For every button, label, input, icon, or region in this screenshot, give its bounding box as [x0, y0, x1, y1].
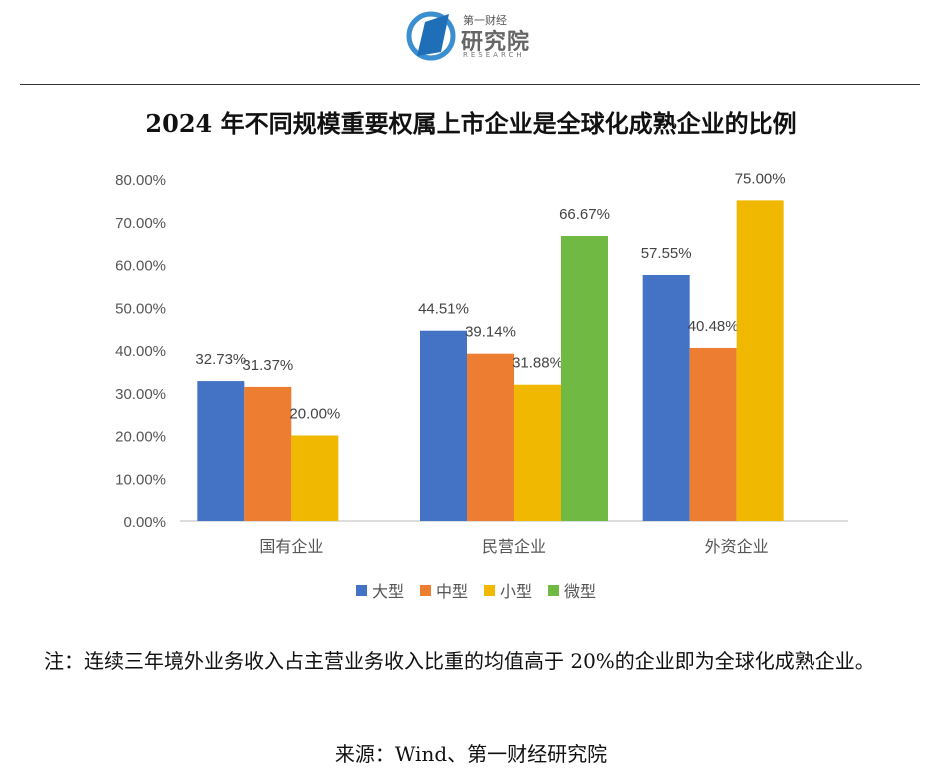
data-label: 31.88% — [512, 355, 563, 372]
x-tick-label: 国有企业 — [259, 537, 323, 556]
footnote: 注：连续三年境外业务收入占主营业务收入比重的均值高于 20%的企业即为全球化成熟… — [44, 649, 875, 673]
legend-swatch — [420, 585, 431, 596]
x-tick-label: 民营企业 — [482, 537, 546, 556]
header-divider — [20, 84, 920, 85]
bar-小型 — [514, 384, 561, 521]
bar-大型 — [197, 381, 245, 521]
legend-swatch — [548, 585, 559, 596]
y-tick-label: 0.00% — [123, 514, 166, 531]
logo-top-text: 第一财经 — [463, 14, 507, 27]
logo-mark-icon — [406, 11, 456, 61]
data-label: 39.14% — [465, 324, 516, 341]
y-tick-label: 70.00% — [115, 215, 166, 232]
y-tick-label: 40.00% — [115, 343, 166, 360]
bar-大型 — [642, 274, 690, 521]
bar-小型 — [736, 200, 784, 521]
y-tick-label: 10.00% — [115, 471, 166, 488]
data-label: 40.48% — [688, 318, 739, 335]
y-tick-label: 30.00% — [115, 386, 166, 403]
data-label: 31.37% — [242, 357, 293, 374]
legend-label: 大型 — [372, 582, 404, 601]
legend-swatch — [356, 585, 367, 596]
bar-大型 — [420, 330, 467, 521]
data-label: 57.55% — [641, 245, 692, 262]
y-tick-label: 50.00% — [115, 300, 166, 317]
data-label: 75.00% — [735, 170, 786, 187]
logo-sub-text: RESEARCH — [463, 51, 525, 59]
bar-小型 — [291, 435, 339, 521]
bar-中型 — [244, 386, 292, 521]
data-label: 32.73% — [195, 351, 246, 368]
source-text: 来源：Wind、第一财经研究院 — [334, 742, 608, 766]
legend-label: 小型 — [500, 582, 532, 601]
bar-微型 — [561, 235, 608, 521]
chart-title: 2024 年不同规模重要权属上市企业是全球化成熟企业的比例 — [145, 109, 797, 138]
legend-label: 中型 — [436, 582, 468, 601]
legend-label: 微型 — [564, 582, 596, 601]
data-label: 44.51% — [418, 301, 469, 318]
y-tick-label: 20.00% — [115, 429, 166, 446]
logo-main-text: 研究院 — [461, 30, 531, 55]
data-label: 20.00% — [289, 406, 340, 423]
legend-swatch — [484, 585, 495, 596]
data-label: 66.67% — [559, 206, 610, 223]
y-tick-label: 60.00% — [115, 258, 166, 275]
y-tick-label: 80.00% — [115, 172, 166, 189]
x-tick-label: 外资企业 — [705, 537, 769, 556]
bar-中型 — [689, 347, 737, 521]
logo: 第一财经 研究院 RESEARCH — [405, 8, 545, 64]
bar-中型 — [467, 353, 514, 521]
